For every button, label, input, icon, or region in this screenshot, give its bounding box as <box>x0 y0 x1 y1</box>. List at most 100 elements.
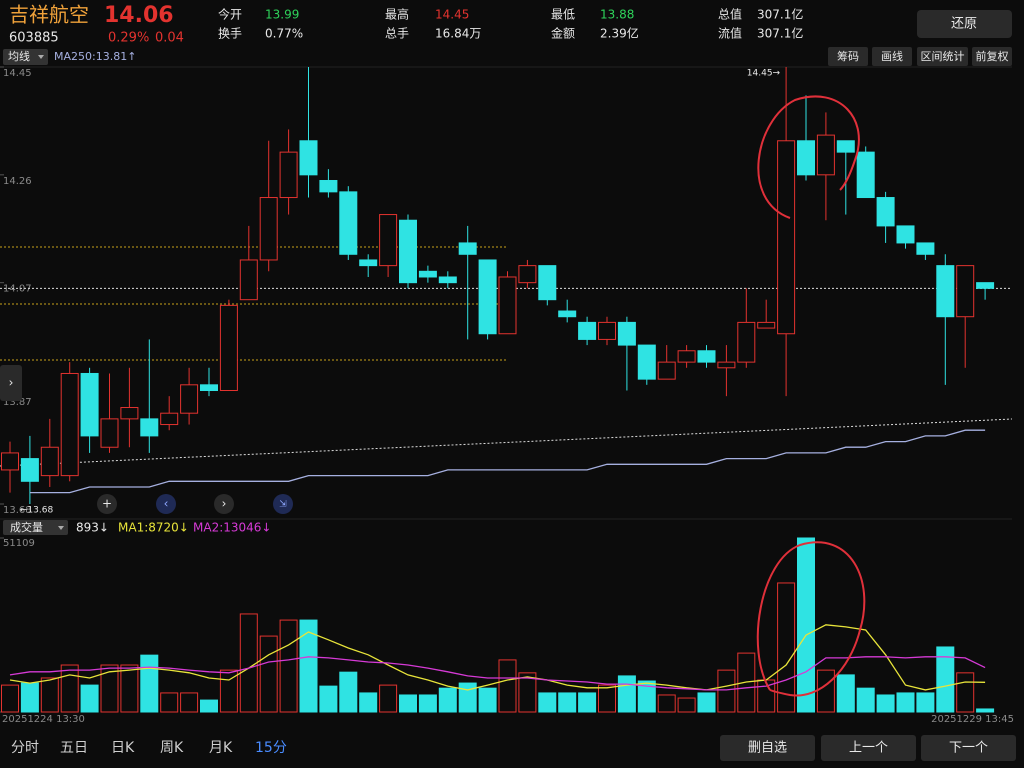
restore-label: 还原 <box>951 17 977 32</box>
volume-indicator: 成交量 <box>10 520 43 534</box>
dropdown-caret <box>38 55 44 59</box>
tool-button[interactable] <box>972 47 1012 66</box>
volume-tick-label: 51109 <box>3 538 35 549</box>
restore-button[interactable] <box>917 10 1012 38</box>
stat-value: 13.99 <box>265 8 299 22</box>
next-button[interactable] <box>214 494 234 514</box>
volume-bar <box>518 672 537 713</box>
period-tab[interactable]: 分时 <box>11 740 39 756</box>
candle-body <box>239 259 258 301</box>
action-label: 下一个 <box>949 741 988 756</box>
volume-bar <box>458 682 477 713</box>
tool-button-label: 前复权 <box>976 49 1009 63</box>
volume-bar <box>717 669 736 713</box>
action-button[interactable] <box>921 735 1016 761</box>
reset-icon: ⇲ <box>279 500 287 510</box>
candle-body <box>259 197 278 261</box>
stats: 今开 13.99 换手 0.77% 最高 14.45 总手 16.84万 最低 13.88 金额 2.… <box>218 7 803 41</box>
candle-body <box>737 321 756 363</box>
reset-button[interactable] <box>273 494 293 514</box>
volume-bar <box>637 680 656 713</box>
candle-body <box>876 197 895 227</box>
action-button[interactable] <box>821 735 916 761</box>
y-tick-label: 13.87 <box>3 397 32 408</box>
volume-bar <box>777 582 796 713</box>
side-tab[interactable] <box>0 365 22 401</box>
zoom-in[interactable] <box>97 494 117 514</box>
indicator-select[interactable] <box>3 49 48 65</box>
tool-button-label: 区间统计 <box>921 50 965 63</box>
candle-body <box>856 151 875 199</box>
volume-bar <box>578 692 597 713</box>
y-tick-label: 14.07 <box>3 284 32 295</box>
action-buttons: 删自选 上一个 下一个 <box>720 735 1016 761</box>
ma250-line <box>29 429 986 494</box>
stat-label: 换手 <box>218 27 242 41</box>
candle-body <box>578 321 597 340</box>
volume-bar <box>558 692 577 713</box>
candle-body <box>140 418 159 437</box>
candle-body <box>219 304 238 391</box>
volume-bar <box>259 635 278 713</box>
stock-name: 吉祥航空 <box>9 3 89 27</box>
volume-bar <box>617 675 636 713</box>
low-annotation: ←13.68 <box>20 506 54 516</box>
change: 0.04 <box>155 31 184 46</box>
period-tab[interactable]: 15分 <box>255 740 287 756</box>
candle-body <box>777 140 796 335</box>
period-tab[interactable]: 五日 <box>60 740 88 756</box>
period-tab[interactable]: 月K <box>209 740 233 756</box>
stat-value: 307.1亿 <box>757 7 803 22</box>
ma-text: MA250:13.81↑ <box>54 50 136 63</box>
ma1-line <box>9 624 986 691</box>
period-tab[interactable]: 周K <box>160 740 184 756</box>
candle-body <box>478 259 497 335</box>
tool-button[interactable] <box>917 47 968 66</box>
period-tab[interactable]: 日K <box>111 740 135 756</box>
y-tick-label: 14.45 <box>3 68 32 79</box>
candle-body <box>956 265 975 318</box>
candle-body <box>60 372 79 477</box>
volume-chart: 893↓MA1:8720↓MA2:13046↓51109020251224 13… <box>0 521 1014 725</box>
volume-bar <box>896 692 915 713</box>
tool-button[interactable] <box>872 47 912 66</box>
high-annotation: 14.45→ <box>747 69 781 79</box>
zoom-icon: + <box>102 497 112 511</box>
candle-body <box>40 446 59 477</box>
last-price: 14.06 <box>104 3 174 28</box>
toolbar-buttons: 筹码 画线 区间统计 前复权 <box>828 47 1012 66</box>
candle-body <box>120 407 139 420</box>
volume-bar <box>976 708 995 713</box>
volume-bar <box>936 646 955 713</box>
candle-body <box>836 140 855 153</box>
candle-body <box>458 242 477 255</box>
tool-button[interactable] <box>828 47 868 66</box>
action-button[interactable] <box>720 735 815 761</box>
volume-bar <box>379 684 398 713</box>
stat-value: 2.39亿 <box>600 26 639 41</box>
volume-indicator-select[interactable] <box>3 520 68 535</box>
stock-code: 603885 <box>9 31 59 46</box>
candle-body <box>916 242 935 255</box>
stat-label: 金额 <box>551 26 575 41</box>
volume-bar <box>359 692 378 713</box>
volume-bar <box>40 677 59 713</box>
volume-bar <box>816 669 835 713</box>
prev-button[interactable] <box>156 494 176 514</box>
volume-bar <box>478 687 497 713</box>
dropdown-caret <box>58 526 64 530</box>
change-pct: 0.29% <box>108 31 149 46</box>
candle-body <box>697 350 716 363</box>
candle-body <box>538 265 557 301</box>
candle-body <box>558 310 577 318</box>
candle-body <box>617 321 636 346</box>
stat-label: 最低 <box>551 8 575 22</box>
volume-bar <box>180 692 199 713</box>
candle-body <box>279 151 298 199</box>
candle-body <box>200 384 218 391</box>
candle-body <box>339 191 358 255</box>
guide-lines <box>0 246 1013 467</box>
candle-body <box>896 225 915 244</box>
